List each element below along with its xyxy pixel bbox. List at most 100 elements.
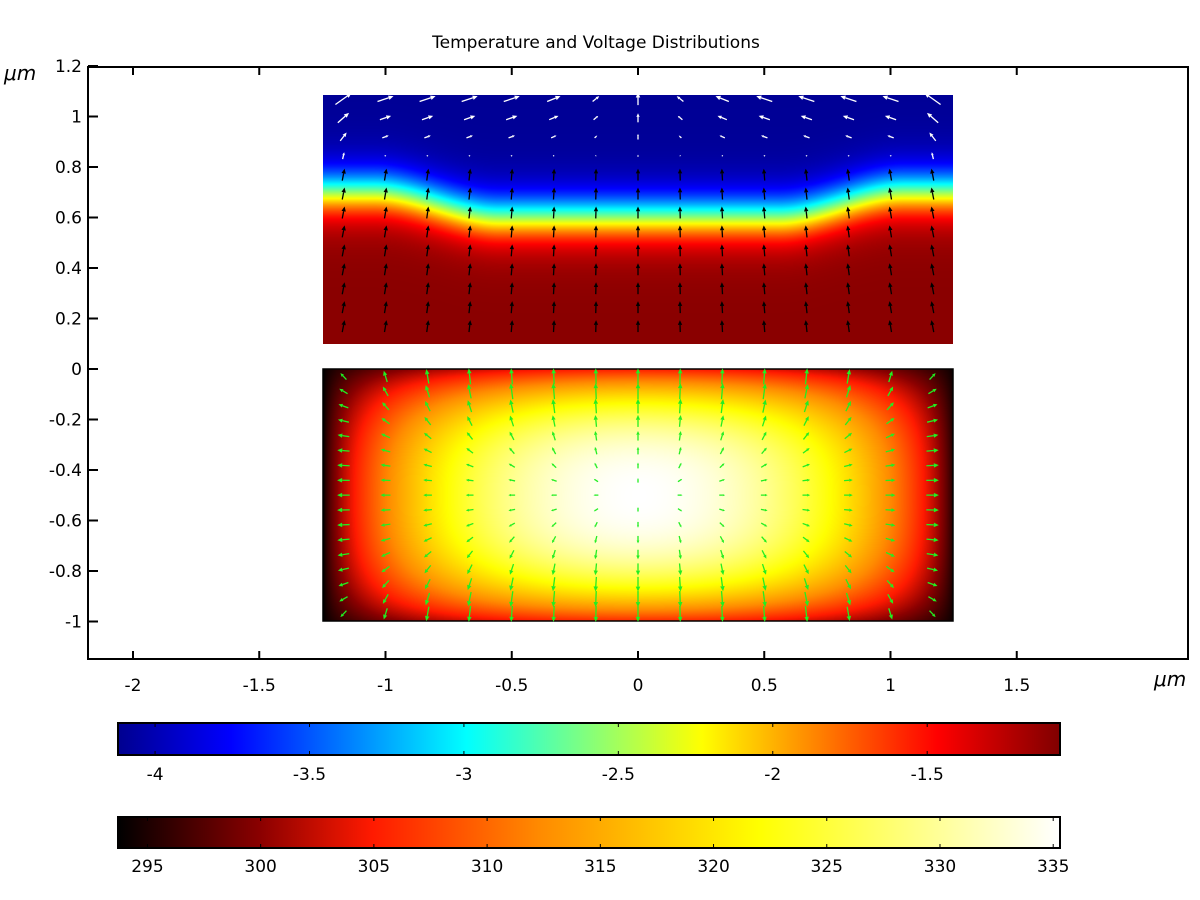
heat-flux-arrow (635, 368, 641, 385)
y-tick-label: 1 (71, 108, 82, 128)
heat-flux-arrow (803, 416, 809, 427)
heat-flux-arrow (551, 549, 556, 560)
current-arrow (805, 154, 808, 157)
heat-flux-arrow (678, 549, 682, 560)
heat-flux-arrow (594, 462, 598, 469)
heat-flux-arrow (761, 415, 767, 427)
heat-flux-arrow (508, 493, 516, 497)
heat-flux-arrow (509, 563, 515, 575)
current-arrow (426, 154, 429, 157)
heat-flux-arrow (465, 508, 474, 512)
current-arrow (804, 301, 809, 314)
current-arrow (425, 320, 430, 333)
colorbar-tick-label: 325 (811, 857, 843, 877)
heat-flux-arrow (635, 591, 641, 608)
y-tick-label: 0.8 (55, 158, 82, 178)
current-arrow (930, 206, 935, 219)
heat-flux-arrow (467, 400, 473, 413)
current-arrow (804, 320, 809, 333)
heat-flux-arrow (846, 369, 852, 384)
current-arrow (593, 225, 599, 238)
current-arrow (677, 168, 683, 181)
heat-flux-arrow (594, 431, 598, 441)
heat-flux-arrow (551, 479, 557, 482)
heat-flux-arrow (508, 522, 516, 527)
heat-flux-arrow (929, 610, 936, 618)
heat-flux-arrow (380, 523, 391, 527)
heat-flux-arrow (552, 535, 557, 544)
current-arrow (635, 187, 641, 200)
current-arrow (930, 168, 935, 181)
heat-flux-arrow (762, 577, 767, 591)
current-arrow (715, 95, 730, 103)
heat-flux-arrow (677, 383, 683, 400)
heat-flux-arrow (465, 522, 474, 527)
current-arrow (509, 187, 515, 200)
current-arrow (425, 244, 430, 257)
heat-flux-arrow (802, 463, 811, 468)
heat-flux-arrow (928, 388, 937, 395)
current-arrow (635, 92, 641, 106)
current-arrow (593, 187, 599, 200)
heat-flux-arrow (844, 551, 853, 558)
heat-flux-arrow (465, 478, 474, 482)
current-arrow (551, 263, 557, 276)
current-arrow (341, 263, 346, 276)
current-arrow (341, 282, 346, 295)
current-arrow (930, 187, 935, 200)
current-arrow (383, 244, 388, 257)
heat-flux-arrow (467, 416, 473, 427)
current-arrow (846, 187, 851, 200)
heat-flux-arrow (466, 550, 474, 559)
heat-flux-arrow (593, 494, 599, 497)
colorbar-ticks: -4 -3.5 -3 -2.5 -2 -1.5 295 300 305 310 315 320 325 3… (131, 723, 1069, 877)
heat-flux-arrow (885, 463, 896, 468)
heat-flux-arrow (637, 477, 639, 483)
x-tick-label: -1 (377, 676, 394, 696)
current-arrow (804, 263, 809, 276)
current-arrow (635, 225, 641, 238)
current-arrow (717, 115, 728, 121)
heat-flux-arrow (886, 417, 895, 425)
heat-flux-arrow (509, 415, 515, 427)
heat-flux-arrow (380, 448, 391, 453)
heat-flux-arrow (551, 563, 556, 576)
heat-flux-arrow (885, 537, 896, 542)
current-arrow (679, 155, 681, 157)
heat-flux-arrow (678, 521, 682, 528)
heat-flux-arrow (926, 492, 939, 498)
heat-flux-arrow (382, 594, 389, 604)
current-arrow (846, 206, 851, 219)
heat-flux-arrow (382, 402, 390, 411)
current-arrow (847, 154, 850, 157)
current-arrow (677, 301, 683, 314)
heat-flux-arrow (887, 594, 894, 604)
current-arrow (383, 301, 388, 314)
current-arrow (509, 206, 515, 219)
heat-flux-arrow (337, 418, 350, 423)
heat-flux-arrow (466, 536, 474, 543)
current-arrow (503, 95, 520, 103)
current-arrow (929, 132, 937, 142)
current-arrow (463, 115, 476, 121)
heat-flux-arrow (337, 492, 350, 498)
heat-flux-arrow (594, 535, 598, 544)
heat-flux-arrow (803, 578, 809, 591)
heat-flux-arrow (678, 563, 683, 576)
heat-flux-arrow (339, 388, 348, 395)
heat-flux-arrow (594, 521, 598, 528)
current-arrow (467, 301, 472, 314)
heat-flux-arrow (593, 414, 598, 427)
heat-flux-arrow (926, 448, 939, 453)
current-arrow (425, 187, 430, 200)
current-arrow (593, 206, 599, 219)
current-arrow (636, 133, 640, 140)
current-arrow (761, 135, 768, 139)
current-arrow (804, 168, 809, 181)
heat-flux-arrow (678, 535, 682, 544)
heat-flux-arrow (802, 448, 810, 454)
heat-flux-arrow (719, 535, 724, 544)
current-arrow (341, 152, 345, 160)
current-arrow (761, 244, 767, 257)
heat-flux-arrow (337, 552, 350, 557)
